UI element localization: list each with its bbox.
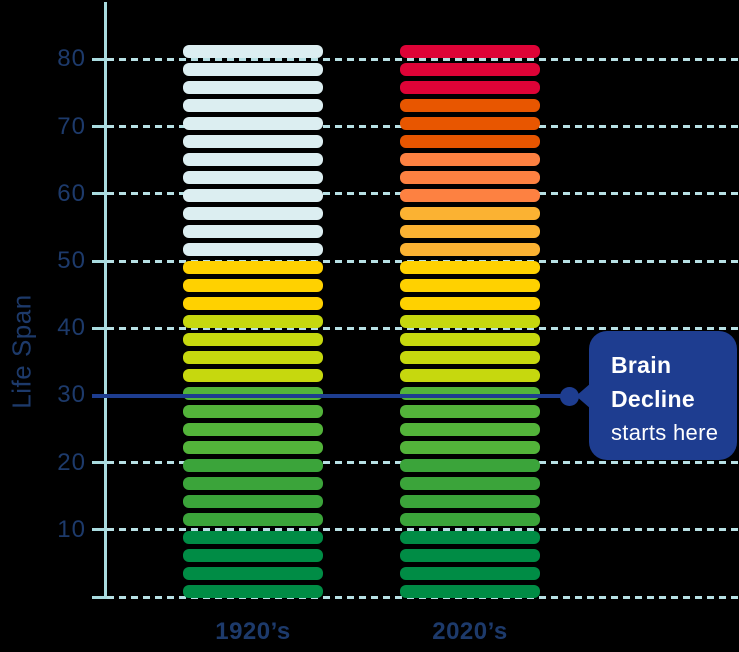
bar-segment xyxy=(183,63,323,76)
gridline-80 xyxy=(107,57,739,61)
bar-segment xyxy=(400,405,540,418)
bar-segment xyxy=(400,99,540,112)
bar-segment xyxy=(400,315,540,328)
y-axis-label-20: 20 xyxy=(57,448,86,476)
bar-segment xyxy=(183,261,323,274)
bar-segment xyxy=(400,531,540,544)
y-axis-label-10: 10 xyxy=(57,515,86,543)
bar-segment xyxy=(183,423,323,436)
bar-segment xyxy=(400,279,540,292)
bar-segment xyxy=(400,189,540,202)
bar-segment xyxy=(183,441,323,454)
bar-segment xyxy=(400,171,540,184)
bar-segment xyxy=(400,261,540,274)
y-axis-line xyxy=(104,2,107,599)
marker-dot-icon xyxy=(560,387,579,406)
bar-segment xyxy=(183,99,323,112)
bar-segment xyxy=(400,369,540,382)
bar-segment xyxy=(400,207,540,220)
bar-segment xyxy=(400,63,540,76)
bar-segment xyxy=(183,135,323,148)
bar-segment xyxy=(183,513,323,526)
bar-2020s xyxy=(400,0,540,652)
y-axis-tick-60 xyxy=(92,192,113,196)
y-axis-label-40: 40 xyxy=(57,314,86,342)
brain-decline-callout: Brain Decline starts here xyxy=(589,331,737,460)
y-axis-tick-20 xyxy=(92,461,113,465)
bar-1920s xyxy=(183,0,323,652)
bar-segment xyxy=(400,135,540,148)
callout-text-line3: starts here xyxy=(611,420,719,445)
bar-segment xyxy=(400,549,540,562)
bar-segment xyxy=(183,81,323,94)
bar-segment xyxy=(183,531,323,544)
bar-segment xyxy=(400,567,540,580)
bar-segment xyxy=(400,459,540,472)
bar-segment xyxy=(183,189,323,202)
category-label-1920s: 1920’s xyxy=(215,618,291,645)
bar-segment xyxy=(400,333,540,346)
bar-segment xyxy=(183,333,323,346)
bar-segment xyxy=(400,441,540,454)
bar-segment xyxy=(183,567,323,580)
bar-segment xyxy=(400,297,540,310)
y-axis-tick-10 xyxy=(92,528,113,532)
bar-segment xyxy=(400,351,540,364)
bar-segment xyxy=(400,243,540,256)
callout-text-line1: Brain xyxy=(611,352,672,378)
y-axis-tick-80 xyxy=(92,57,113,61)
bar-segment xyxy=(400,477,540,490)
bar-segment xyxy=(183,369,323,382)
bar-segment xyxy=(400,117,540,130)
bar-segment xyxy=(400,225,540,238)
bar-segment xyxy=(183,477,323,490)
bar-segment xyxy=(183,153,323,166)
bar-segment xyxy=(183,45,323,58)
bar-segment xyxy=(183,315,323,328)
brain-decline-threshold-line xyxy=(92,394,562,398)
bar-segment xyxy=(400,153,540,166)
bar-segment xyxy=(183,279,323,292)
bar-segment xyxy=(183,495,323,508)
y-axis-label-70: 70 xyxy=(57,112,86,140)
bar-segment xyxy=(400,45,540,58)
bar-segment xyxy=(400,423,540,436)
y-axis-tick-50 xyxy=(92,259,113,263)
bar-segment xyxy=(400,81,540,94)
bar-segment xyxy=(183,549,323,562)
y-axis-tick-40 xyxy=(92,326,113,330)
bar-segment xyxy=(400,585,540,598)
bar-segment xyxy=(183,225,323,238)
bar-segment xyxy=(183,459,323,472)
speech-bubble-tail xyxy=(576,383,591,409)
bar-segment xyxy=(183,351,323,364)
category-label-2020s: 2020’s xyxy=(432,618,508,645)
y-axis-tick-70 xyxy=(92,125,113,129)
y-axis-label-30: 30 xyxy=(57,381,86,409)
bar-segment xyxy=(183,405,323,418)
y-axis-label-50: 50 xyxy=(57,247,86,274)
y-axis-label-80: 80 xyxy=(57,45,86,73)
bar-segment xyxy=(183,585,323,598)
bar-segment xyxy=(183,207,323,220)
bar-segment xyxy=(400,495,540,508)
bar-segment xyxy=(183,243,323,256)
bar-segment xyxy=(183,297,323,310)
gridline-10 xyxy=(107,528,739,532)
bar-segment xyxy=(183,117,323,130)
bar-segment xyxy=(400,513,540,526)
callout-text-line2: Decline xyxy=(611,386,695,412)
gridline-40 xyxy=(107,326,739,330)
y-axis-title: Life Span xyxy=(6,294,37,409)
bar-segment xyxy=(183,171,323,184)
y-axis-label-60: 60 xyxy=(57,179,86,207)
y-axis-tick-0 xyxy=(92,595,113,599)
